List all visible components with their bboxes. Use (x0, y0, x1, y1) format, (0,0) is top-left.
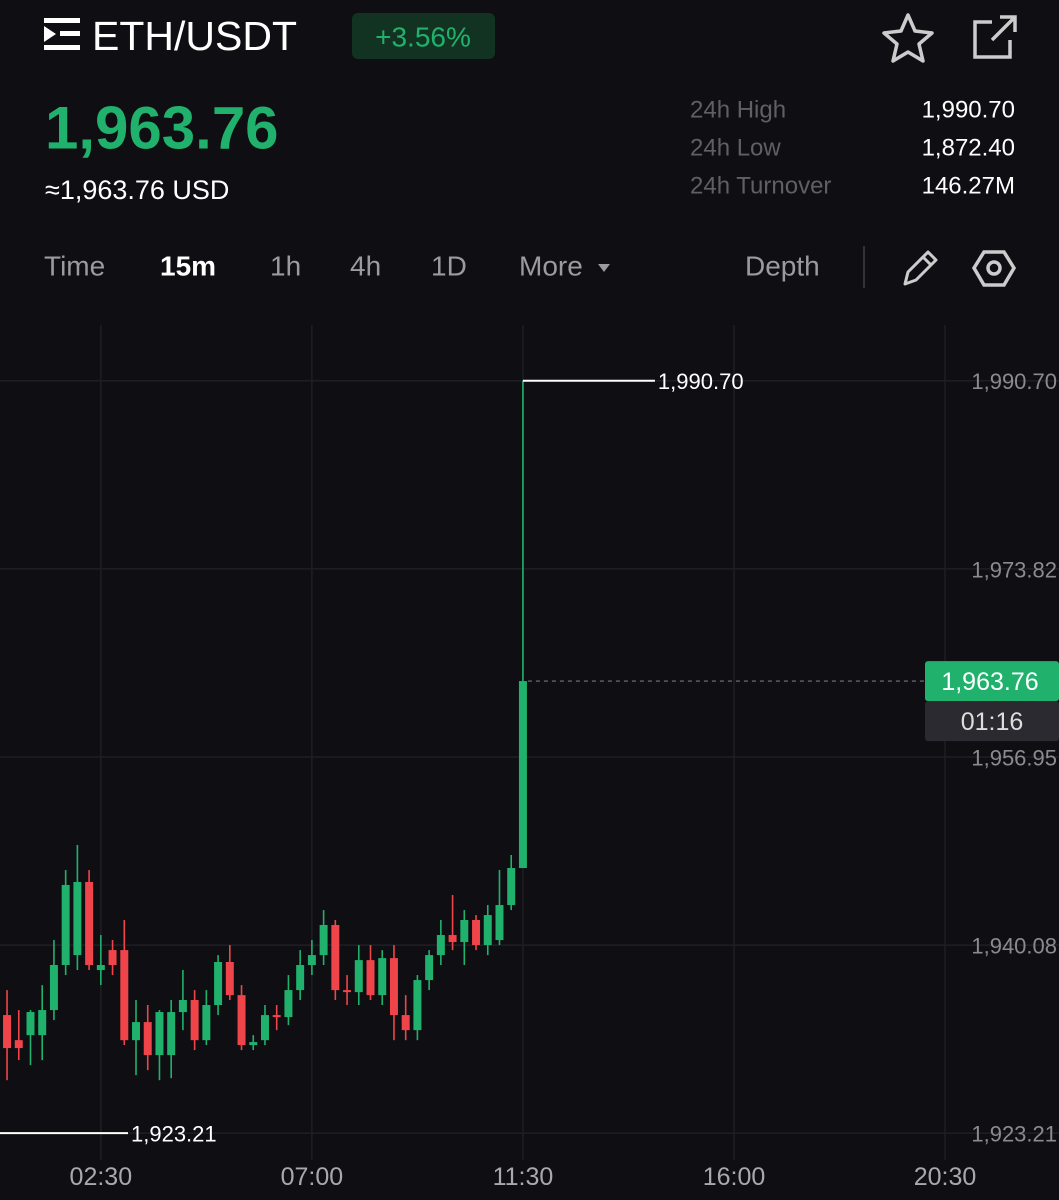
candle-body (366, 960, 375, 996)
y-tick-label: 1,973.82 (971, 557, 1057, 582)
price-usd: ≈1,963.76 USD (45, 175, 229, 205)
candle-body (436, 935, 445, 956)
candle-body (225, 962, 234, 996)
candle-body (284, 990, 293, 1018)
change-text: +3.56% (375, 22, 471, 53)
x-tick-label: 11:30 (493, 1163, 554, 1191)
candle-body (401, 1015, 410, 1031)
candle-body (14, 1040, 23, 1049)
candle-body (61, 884, 70, 966)
candlestick-chart: 02:30 07:00 11:30 16:00 20:30 1,923.21 1,940.0… (0, 325, 1059, 1191)
candle-body (214, 962, 223, 1006)
stat-label: 24h Low (690, 135, 781, 162)
stat-value: 146.27M (922, 173, 1015, 200)
y-tick-label: 1,990.70 (971, 369, 1057, 394)
interval-tab[interactable]: 1h (270, 251, 301, 282)
interval-tab[interactable]: 1D (431, 251, 467, 282)
dropdown-caret (598, 264, 610, 272)
candle-body (96, 965, 105, 971)
candle-body (354, 960, 363, 993)
candle-body (108, 950, 117, 966)
candle-body (343, 990, 352, 993)
candle-body (120, 950, 129, 1041)
candle-body (495, 905, 504, 941)
stat-value: 1,990.70 (922, 97, 1015, 124)
y-tick-label: 1,923.21 (971, 1122, 1057, 1147)
candle-body (518, 681, 527, 869)
menu-icon[interactable] (44, 18, 80, 50)
settings-icon[interactable] (971, 250, 1017, 287)
candle-body (26, 1012, 35, 1036)
candle-body (272, 1015, 281, 1018)
high-marker-label: 1,990.70 (658, 369, 744, 394)
candle-body (190, 1000, 199, 1041)
candle-body (331, 924, 340, 991)
candle-body (319, 924, 328, 956)
y-tick-label: 1,940.08 (971, 934, 1057, 959)
last-price: 1,963.76 (45, 95, 279, 162)
y-tick-label: 1,956.95 (971, 745, 1057, 770)
last-price-box (925, 661, 1059, 702)
pair-title[interactable]: ETH/USDT (92, 13, 297, 59)
candle-body (448, 935, 457, 943)
depth-tab[interactable]: Depth (745, 251, 820, 282)
candle-body (143, 1022, 152, 1056)
candle-body (202, 1005, 211, 1041)
candle-body (413, 980, 422, 1031)
stat-label: 24h Turnover (690, 173, 831, 200)
candle-body (237, 995, 246, 1046)
candle-body (296, 965, 305, 991)
interval-tab[interactable]: 4h (350, 251, 381, 282)
candle-body (307, 955, 316, 966)
interval-tab[interactable]: Time (44, 251, 105, 282)
candle-body (483, 915, 492, 946)
candle-body (49, 965, 58, 1011)
candle-body (73, 881, 82, 956)
candle-body (132, 1022, 140, 1041)
change-badge (352, 13, 495, 59)
last-price-label: 1,963.76 (941, 668, 1038, 696)
candle-body (167, 1012, 176, 1056)
interval-tab[interactable]: More (519, 251, 583, 282)
x-tick-label: 07:00 (281, 1163, 344, 1191)
stat-value: 1,872.40 (922, 135, 1015, 162)
countdown: 01:16 (961, 708, 1024, 736)
candle-body (507, 868, 516, 906)
countdown-box (925, 701, 1059, 742)
candle-body (260, 1015, 269, 1041)
candle-body (378, 958, 387, 996)
candle-body (249, 1042, 258, 1046)
x-tick-label: 16:00 (703, 1163, 766, 1191)
candle-body (3, 1015, 12, 1049)
stat-label: 24h High (690, 97, 786, 124)
candle-body (425, 955, 434, 981)
candle-body (178, 1000, 187, 1013)
draw-icon[interactable] (903, 250, 938, 286)
candle-body (389, 958, 398, 1016)
interval-tab-active[interactable]: 15m (160, 251, 216, 282)
candle-body (85, 881, 94, 966)
candle-body (460, 919, 469, 943)
low-marker-label: 1,923.21 (131, 1122, 217, 1147)
candle-body (472, 919, 481, 946)
x-tick-label: 20:30 (914, 1163, 977, 1191)
favorite-icon[interactable] (882, 13, 934, 63)
share-icon[interactable] (973, 15, 1017, 59)
candle-body (155, 1012, 164, 1056)
x-tick-label: 02:30 (70, 1163, 133, 1191)
candle-body (38, 1010, 47, 1036)
